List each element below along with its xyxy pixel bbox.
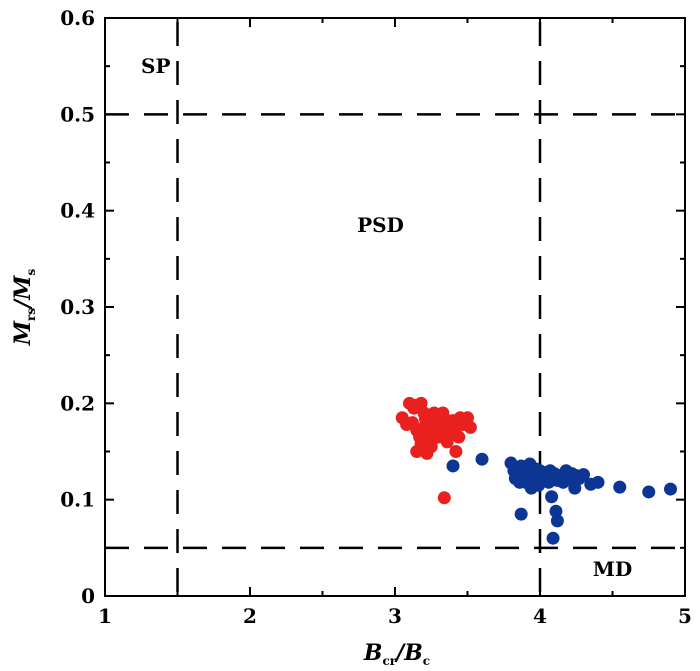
x-tick-label: 1	[98, 604, 112, 628]
data-point-series-2	[546, 531, 560, 545]
data-point-series-1	[429, 425, 443, 439]
y-tick-label: 0	[81, 584, 95, 608]
region-labels: SP PSD MD	[141, 54, 632, 581]
axis-ticks: 1 2 3 4 5 0 0.1 0.2 0.3 0.4 0.5 0.6	[60, 6, 692, 628]
data-point-series-2	[446, 459, 460, 473]
region-label-md: MD	[593, 557, 632, 581]
region-label-psd: PSD	[357, 213, 404, 237]
data-point-series-2	[577, 468, 590, 482]
data-point-series-1	[436, 406, 450, 420]
data-points	[395, 396, 677, 545]
data-point-series-1	[463, 420, 477, 434]
data-point-series-2	[550, 514, 564, 528]
x-tick-label: 5	[678, 604, 692, 628]
data-point-series-1	[437, 491, 451, 505]
data-point-series-2	[545, 490, 559, 504]
data-point-series-2	[613, 480, 627, 494]
x-tick-label: 4	[533, 604, 547, 628]
y-tick-label: 0.1	[60, 488, 95, 512]
y-tick-label: 0.4	[60, 199, 95, 223]
data-point-series-1	[440, 435, 454, 449]
y-tick-label: 0.6	[60, 6, 95, 30]
data-point-series-1	[418, 412, 432, 426]
data-point-series-2	[664, 482, 677, 496]
data-point-series-1	[452, 430, 466, 444]
x-tick-label: 2	[243, 604, 257, 628]
data-point-series-1	[414, 437, 428, 451]
x-tick-label: 3	[388, 604, 402, 628]
reference-lines	[105, 22, 685, 596]
data-point-series-2	[475, 452, 489, 466]
data-point-series-2	[549, 504, 563, 518]
data-point-series-2	[514, 507, 528, 521]
y-tick-label: 0.5	[60, 102, 95, 126]
data-point-series-1	[424, 440, 438, 454]
data-point-series-2	[642, 485, 656, 499]
x-axis-title: Bcr/Bc	[363, 640, 430, 668]
data-point-series-2	[591, 475, 605, 489]
plot-frame	[104, 17, 686, 597]
y-tick-label: 0.2	[60, 391, 95, 415]
data-point-series-2	[532, 478, 546, 492]
data-point-series-1	[449, 445, 463, 458]
region-label-sp: SP	[141, 54, 170, 78]
y-axis-title: Mrs/Ms	[10, 268, 38, 346]
y-tick-label: 0.3	[60, 295, 95, 319]
